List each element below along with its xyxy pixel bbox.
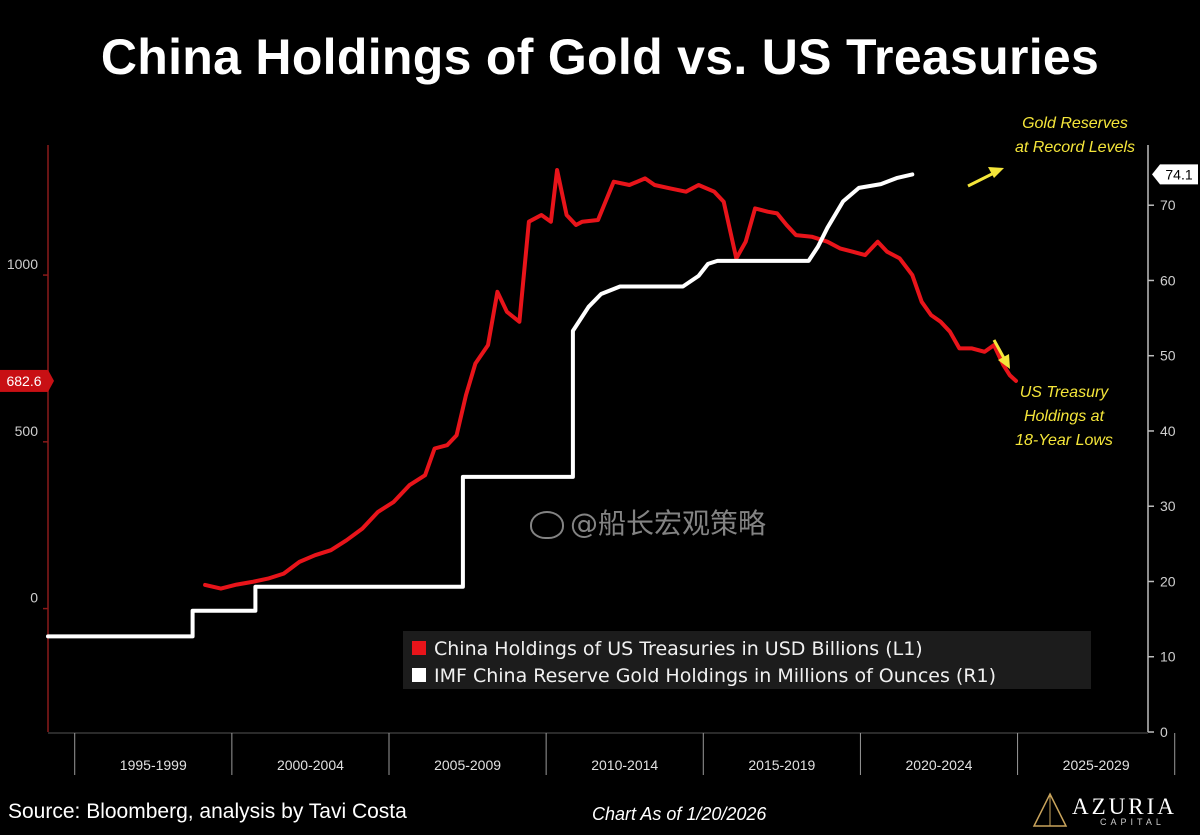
legend-label-treasuries: China Holdings of US Treasuries in USD B… [434,638,923,660]
right-tick-label: 60 [1160,272,1176,288]
legend-label-gold: IMF China Reserve Gold Holdings in Milli… [434,665,996,687]
x-tick-label: 2000-2004 [277,757,344,773]
azuria-logo-icon [1032,792,1068,827]
x-tick-label: 1995-1999 [120,757,187,773]
x-tick-label: 2025-2029 [1063,757,1130,773]
legend-swatch-gold [412,668,426,682]
x-tick-label: 2015-2019 [748,757,815,773]
last-value-label-right: 74.1 [1165,166,1192,182]
right-tick-label: 0 [1160,724,1168,740]
weibo-icon [530,511,564,539]
chart-title: China Holdings of Gold vs. US Treasuries [100,29,1100,85]
arrow-up-icon [967,167,1004,188]
last-value-label-left: 682.6 [6,373,41,389]
last-value-badge-left [0,369,48,392]
right-tick-label: 70 [1160,197,1176,213]
as-of-note: Chart As of 1/20/2026 [592,804,767,824]
left-tick-label: 0 [30,590,38,606]
x-tick-label: 2020-2024 [906,757,973,773]
series-line-gold [46,172,915,639]
brand-sub: CAPITAL [1100,817,1165,827]
last-value-badge-left-tip [48,369,54,392]
annotation-gold-line2: at Record Levels [1015,139,1135,156]
watermark: @船长宏观策略 [530,502,766,542]
brand-name: AZURIA [1072,794,1177,819]
right-tick-label: 50 [1160,348,1176,364]
series-layer [46,168,1018,639]
right-tick-label: 20 [1160,573,1176,589]
series-line-treasuries [203,168,1018,591]
right-tick-label: 40 [1160,423,1176,439]
left-tick-label: 500 [15,423,39,439]
annotation-ust-line1: US Treasury [1020,384,1110,401]
left-tick-label: 1000 [7,256,38,272]
labels-layer: 0 500 1000 0 10 20 30 40 50 60 70 1995-1999 2000-200… [0,164,1198,773]
last-value-badge-right [1152,164,1198,185]
x-tick-label: 2010-2014 [591,757,658,773]
annotation-ust-line2: Holdings at [1024,408,1105,425]
right-tick-label: 10 [1160,649,1176,665]
legend-swatch-treasuries [412,641,426,655]
x-tick-label: 2005-2009 [434,757,501,773]
arrow-down-icon [992,339,1010,369]
legend-box [403,631,1091,689]
axes-layer [43,145,1176,775]
annotation-ust-line3: 18-Year Lows [1015,432,1113,449]
annotation-gold-line1: Gold Reserves [1022,115,1128,132]
source-note: Source: Bloomberg, analysis by Tavi Cost… [8,800,407,823]
watermark-text: @船长宏观策略 [570,507,767,540]
right-tick-label: 30 [1160,498,1176,514]
legend: China Holdings of US Treasuries in USD B… [403,631,1091,689]
